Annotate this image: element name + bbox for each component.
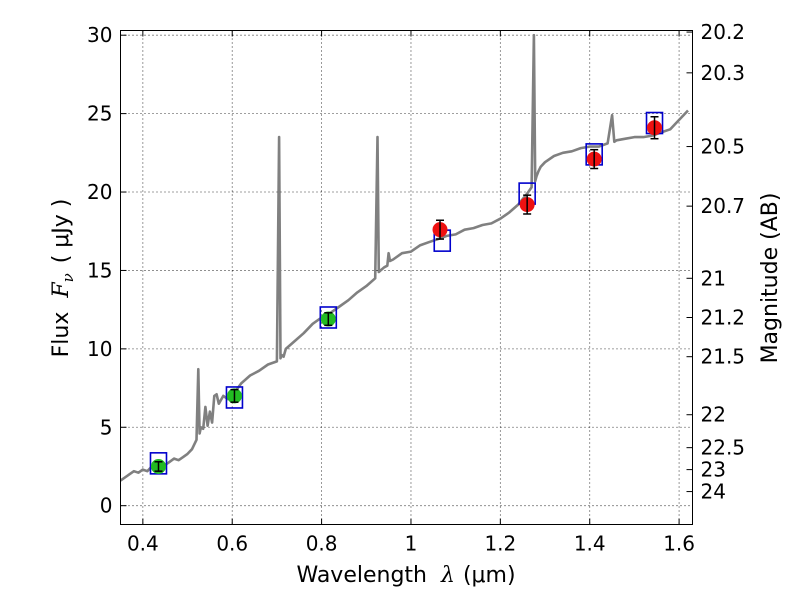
- y-tick-label: 15: [87, 258, 112, 282]
- y-axis-label: Flux Fν ( μJy ): [49, 199, 77, 358]
- x-axis-label-prefix: Wavelength: [296, 563, 427, 588]
- y-tick-label: 10: [87, 337, 112, 361]
- magnitude-tick-label: 23: [701, 458, 726, 482]
- x-axis-label-lambda: λ: [440, 563, 455, 588]
- magnitude-tick-label: 20.7: [701, 194, 746, 218]
- grid: [120, 30, 693, 525]
- ticks: 0.4 0.6 0.8 1 1.2 1.4 1.6 0 5 10 15 20 25 30 20.2 20.3 2…: [87, 20, 745, 555]
- y-tick-label: 30: [87, 23, 112, 47]
- x-tick-label: 0.8: [306, 532, 338, 556]
- plot-area: [120, 33, 689, 482]
- x-axis-label-unit: (μm): [463, 563, 516, 588]
- magnitude-tick-label: 20.2: [701, 20, 746, 44]
- x-axis-label: Wavelength λ (μm): [296, 563, 515, 588]
- x-tick-label: 1.2: [484, 532, 516, 556]
- x-tick-label: 0.6: [216, 532, 248, 556]
- x-tick-label: 1.4: [574, 532, 606, 556]
- magnitude-tick-label: 20.5: [701, 135, 746, 159]
- y-tick-label: 25: [87, 102, 112, 126]
- x-tick-label: 1.6: [663, 532, 695, 556]
- model-photometry-box: [225, 386, 244, 409]
- model-photometry-box: [319, 306, 338, 329]
- y-tick-label: 0: [100, 494, 113, 518]
- magnitude-tick-label: 22: [701, 403, 726, 427]
- y-axis-label-unit: ( μJy ): [49, 199, 74, 264]
- x-tick-label: 0.4: [127, 532, 159, 556]
- magnitude-tick-label: 21: [701, 266, 726, 290]
- y-tick-label: 5: [100, 415, 113, 439]
- y2-axis-label: Magnitude (AB): [758, 193, 783, 364]
- magnitude-tick-label: 21.5: [701, 345, 746, 369]
- x-tick-label: 1: [405, 532, 418, 556]
- magnitude-tick-label: 20.3: [701, 61, 746, 85]
- y-axis-label-symbol: F: [49, 282, 74, 299]
- axes-frame: [120, 30, 693, 525]
- spectrum-line: [120, 33, 689, 482]
- magnitude-tick-label: 24: [701, 480, 726, 504]
- y-axis-label-subscript: ν: [59, 273, 77, 282]
- magnitude-tick-label: 21.2: [701, 305, 746, 329]
- y-tick-label: 20: [87, 180, 112, 204]
- y-axis-label-prefix: Flux: [49, 312, 74, 358]
- magnitude-tick-label: 22.5: [701, 436, 746, 460]
